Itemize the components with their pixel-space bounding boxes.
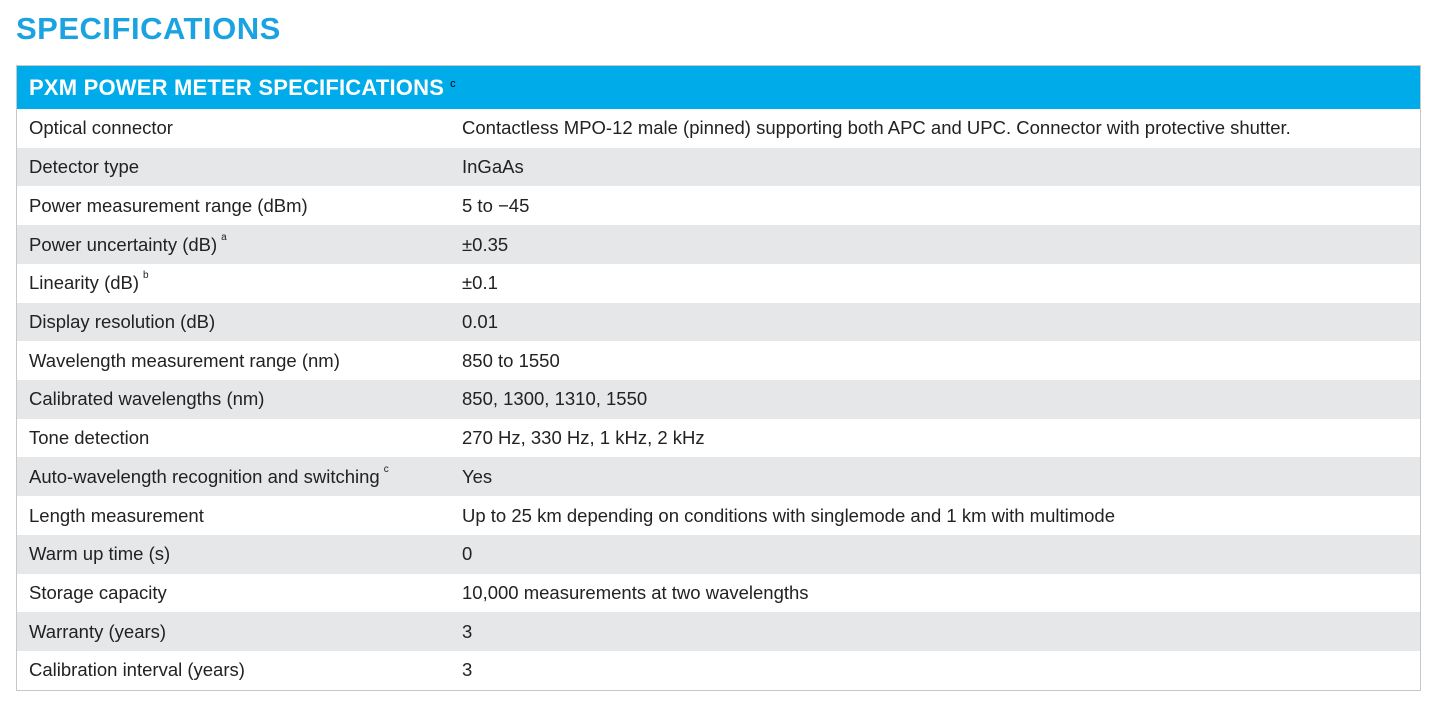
row-label: Storage capacity [29, 581, 167, 603]
row-value: InGaAs [462, 156, 524, 178]
footnote-marker: a [221, 231, 227, 243]
footnote-marker: b [143, 270, 149, 282]
row-value: 3 [462, 620, 473, 642]
table-header: PXM POWER METER SPECIFICATIONS c [17, 66, 1420, 109]
row-value: 0 [462, 543, 473, 565]
table-row: Calibrated wavelengths (nm) 850, 1300, 1… [17, 380, 1420, 419]
table-row: Length measurement Up to 25 km depending… [17, 496, 1420, 535]
table-row: Calibration interval (years) 3 [17, 651, 1420, 690]
row-label: Power measurement range (dBm) [29, 194, 308, 216]
row-value: Yes [462, 465, 493, 487]
row-label: Detector type [29, 156, 140, 178]
row-label: Calibrated wavelengths (nm) [29, 388, 265, 410]
table-row: Tone detection 270 Hz, 330 Hz, 1 kHz, 2 … [17, 419, 1420, 458]
table-row: Auto-wavelength recognition and switchin… [17, 457, 1420, 497]
row-value: 0.01 [462, 310, 499, 332]
row-label: Auto-wavelength recognition and switchin… [29, 463, 389, 487]
row-label: Calibration interval (years) [29, 659, 245, 681]
row-label: Warm up time (s) [29, 543, 171, 565]
table-row: Wavelength measurement range (nm) 850 to… [17, 341, 1420, 380]
header-footnote-marker: c [450, 77, 456, 90]
row-label: Tone detection [29, 427, 150, 449]
table-row: Display resolution (dB) 0.01 [17, 302, 1420, 342]
table-row: Detector type InGaAs [17, 147, 1420, 187]
table-row: Power measurement range (dBm) 5 to −45 [17, 186, 1420, 225]
page-title: SPECIFICATIONS [16, 11, 281, 46]
row-value: 850, 1300, 1310, 1550 [462, 388, 648, 410]
row-value: 270 Hz, 330 Hz, 1 kHz, 2 kHz [462, 427, 705, 449]
row-value: ±0.35 [462, 233, 509, 255]
row-label: Display resolution (dB) [29, 310, 216, 332]
table-row: Warranty (years) 3 [17, 612, 1420, 652]
row-label: Optical connector [29, 117, 173, 139]
row-value: 5 to −45 [462, 194, 530, 216]
row-value: ±0.1 [462, 272, 498, 294]
table-row: Warm up time (s) 0 [17, 534, 1420, 574]
spec-table: PXM POWER METER SPECIFICATIONS c Optical … [16, 65, 1421, 691]
table-row: Optical connector Contactless MPO-12 mal… [17, 109, 1420, 148]
row-label: Length measurement [29, 504, 204, 526]
row-label: Linearity (dB) b [29, 270, 149, 294]
row-value: 850 to 1550 [462, 349, 560, 371]
row-value: Up to 25 km depending on conditions with… [462, 504, 1116, 526]
table-header-text: PXM POWER METER SPECIFICATIONS [29, 74, 445, 100]
table-row: Power uncertainty (dB) a ±0.35 [17, 225, 1420, 264]
row-label: Wavelength measurement range (nm) [29, 349, 340, 371]
row-value: 3 [462, 659, 473, 681]
row-label: Warranty (years) [29, 620, 167, 642]
footnote-marker: c [383, 463, 389, 475]
row-label: Power uncertainty (dB) a [29, 231, 227, 255]
row-value: Contactless MPO-12 male (pinned) support… [462, 117, 1291, 139]
table-row: Storage capacity 10,000 measurements at … [17, 574, 1420, 613]
row-value: 10,000 measurements at two wavelengths [462, 581, 809, 603]
table-row: Linearity (dB) b ±0.1 [17, 264, 1420, 303]
